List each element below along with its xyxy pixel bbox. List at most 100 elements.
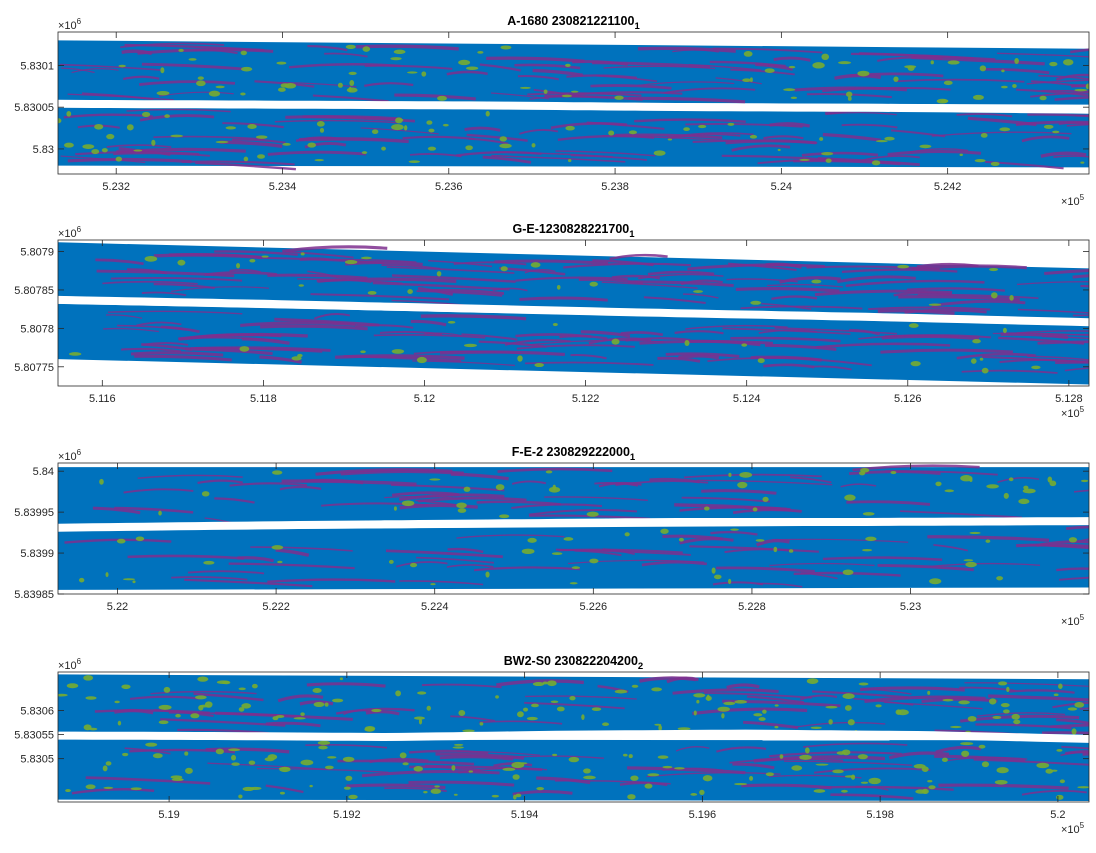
magenta-streak — [428, 259, 493, 268]
magenta-streak — [141, 291, 187, 297]
magenta-streak — [525, 695, 637, 700]
green-patch — [332, 698, 344, 703]
green-patch — [758, 717, 766, 721]
magenta-streak — [830, 793, 914, 800]
magenta-streak — [819, 785, 954, 791]
y-tick-label: 5.8306 — [20, 706, 54, 718]
green-patch — [841, 749, 851, 756]
green-patch — [749, 77, 753, 83]
green-patch — [996, 576, 1004, 581]
plot-area — [58, 242, 1089, 385]
magenta-streak — [674, 503, 791, 512]
green-patch — [799, 754, 812, 760]
green-patch — [239, 346, 250, 352]
green-patch — [622, 753, 628, 757]
magenta-streak — [312, 94, 389, 103]
green-patch — [248, 760, 256, 765]
magenta-streak — [603, 65, 716, 70]
y-multiplier: ×106 — [58, 225, 82, 240]
magenta-streak — [60, 63, 163, 71]
magenta-streak — [1040, 151, 1087, 158]
track-gap — [58, 729, 1089, 743]
green-patch — [261, 255, 269, 258]
magenta-streak — [260, 324, 368, 331]
green-patch — [749, 776, 754, 781]
magenta-streak — [282, 245, 388, 253]
magenta-streak — [664, 87, 756, 94]
magenta-streak — [938, 783, 1069, 790]
green-patch — [371, 708, 382, 713]
magenta-streak — [637, 46, 736, 53]
green-patch — [188, 58, 197, 61]
magenta-streak — [446, 564, 494, 568]
subplot-title: F-E-2 2308292220001 — [512, 445, 636, 463]
green-patch — [160, 67, 165, 74]
magenta-streak — [195, 161, 296, 171]
green-patch — [958, 700, 970, 705]
green-patch — [734, 700, 747, 704]
green-patch — [324, 765, 334, 770]
green-patch — [430, 788, 442, 794]
green-patch — [215, 140, 229, 144]
axes-box — [57, 671, 1090, 803]
green-patch — [158, 704, 172, 710]
plot-area — [58, 464, 1089, 590]
green-patch — [1077, 786, 1089, 789]
magenta-streak — [769, 562, 875, 567]
magenta-streak — [511, 480, 547, 485]
magenta-streak — [722, 699, 841, 708]
magenta-streak — [214, 250, 298, 257]
green-patch — [349, 80, 355, 87]
green-patch — [418, 718, 423, 725]
magenta-streak — [586, 121, 665, 130]
magenta-streak — [904, 308, 987, 314]
x-tick-label: 5.198 — [866, 809, 894, 821]
green-patch — [929, 578, 942, 585]
green-patch — [1002, 327, 1007, 334]
magenta-streak — [171, 286, 269, 292]
magenta-streak — [113, 152, 210, 157]
green-patch — [500, 266, 508, 272]
magenta-streak — [773, 56, 811, 62]
magenta-streak — [769, 751, 902, 758]
magenta-streak — [446, 70, 488, 76]
green-patch — [231, 754, 237, 761]
green-patch — [828, 719, 833, 725]
magenta-streak — [544, 496, 648, 501]
x-tick-label: 5.19 — [158, 809, 179, 821]
green-patch — [132, 580, 136, 584]
magenta-streak — [491, 92, 550, 100]
green-patch — [631, 684, 639, 688]
green-patch — [130, 787, 142, 791]
magenta-streak — [512, 789, 573, 796]
magenta-streak — [846, 500, 931, 506]
green-patch — [536, 787, 545, 791]
plot-area — [58, 674, 1089, 802]
green-patch — [144, 255, 158, 262]
green-patch — [696, 699, 700, 704]
green-patch — [674, 767, 685, 770]
magenta-streak — [466, 133, 528, 142]
magenta-streak — [930, 562, 1041, 568]
green-patch — [163, 686, 171, 693]
magenta-streak — [394, 93, 476, 101]
x-tick-label: 5.2 — [1050, 809, 1065, 821]
green-patch — [499, 136, 507, 142]
magenta-streak — [566, 74, 638, 79]
green-patch — [141, 111, 151, 118]
magenta-streak — [570, 154, 647, 161]
green-patch — [66, 683, 79, 689]
magenta-streak — [853, 697, 914, 706]
green-patch — [693, 290, 704, 293]
magenta-streak — [765, 343, 837, 351]
magenta-streak — [61, 67, 95, 74]
green-patch — [115, 156, 123, 162]
magenta-streak — [672, 688, 779, 695]
magenta-streak — [117, 324, 187, 331]
green-patch — [788, 65, 796, 69]
green-patch — [83, 675, 94, 681]
magenta-streak — [877, 56, 943, 62]
green-patch — [203, 560, 215, 565]
green-patch — [961, 750, 970, 757]
magenta-streak — [139, 114, 215, 122]
